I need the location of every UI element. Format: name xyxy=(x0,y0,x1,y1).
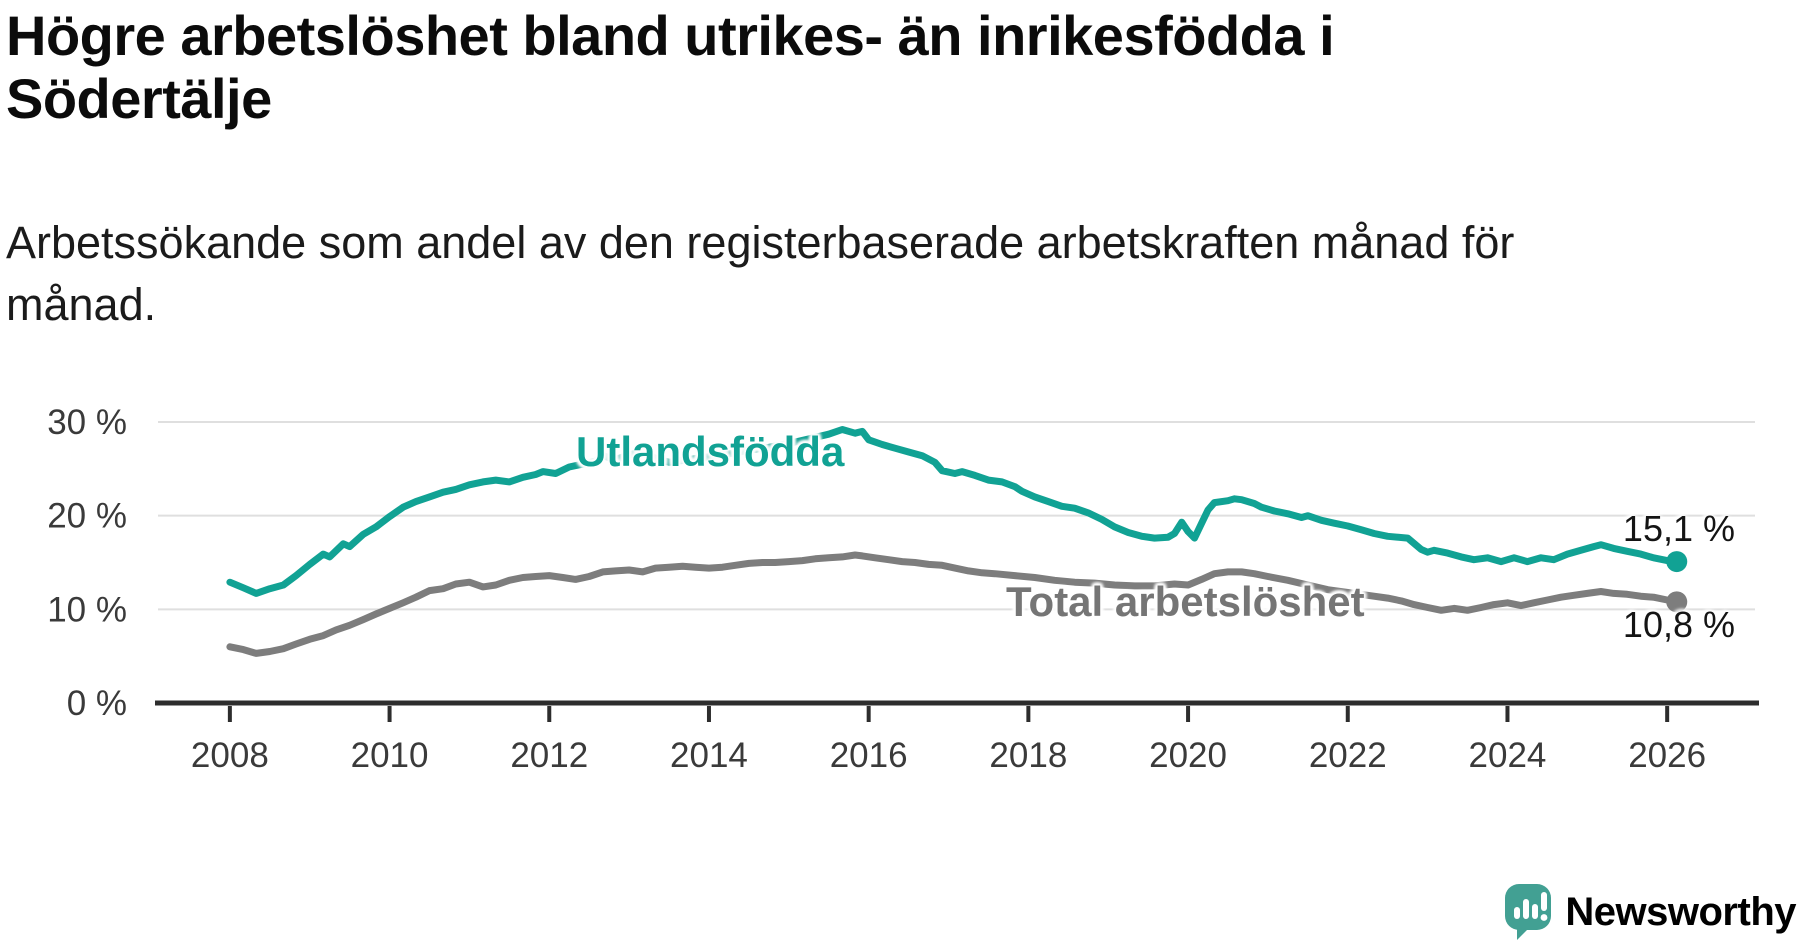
series-line-total-arbetsloshet xyxy=(226,551,1681,657)
newsworthy-logo-text: Newsworthy xyxy=(1565,889,1796,934)
x-axis-label-2024: 2024 xyxy=(1469,736,1547,775)
x-axis-label-2012: 2012 xyxy=(510,736,588,775)
series-line-utlandsfodda xyxy=(226,426,1681,597)
end-value-label-utlandsfodda: 15,1 % xyxy=(1622,508,1735,549)
x-axis-label-2026: 2026 xyxy=(1628,736,1706,775)
end-dot-total-arbetsloshet xyxy=(1666,591,1688,613)
x-axis-label-2020: 2020 xyxy=(1149,736,1227,775)
newsworthy-logo-icon xyxy=(1503,882,1555,942)
x-axis-label-2010: 2010 xyxy=(351,736,429,775)
series-label-utlandsfodda: Utlandsfödda xyxy=(576,428,845,475)
end-dot-utlandsfodda xyxy=(1666,551,1688,573)
x-axis-label-2008: 2008 xyxy=(191,736,269,775)
end-value-label-total: 10,8 % xyxy=(1622,604,1735,645)
y-axis-label-30: 30 % xyxy=(47,403,127,442)
chart-subtitle: Arbetssökande som andel av den registerb… xyxy=(6,217,1515,331)
x-axis-label-2022: 2022 xyxy=(1309,736,1387,775)
newsworthy-logo: Newsworthy xyxy=(1503,882,1796,942)
x-axis-label-2018: 2018 xyxy=(989,736,1067,775)
x-axis-label-2014: 2014 xyxy=(670,736,748,775)
chart-title: Högre arbetslöshet bland utrikes- än inr… xyxy=(6,4,1335,131)
y-axis-label-10: 10 % xyxy=(47,590,127,629)
x-axis-label-2016: 2016 xyxy=(830,736,908,775)
y-axis-label-20: 20 % xyxy=(47,497,127,536)
series-label-total-arbetsloshet: Total arbetslöshet xyxy=(1006,578,1365,625)
y-axis-label-0: 0 % xyxy=(67,684,127,723)
